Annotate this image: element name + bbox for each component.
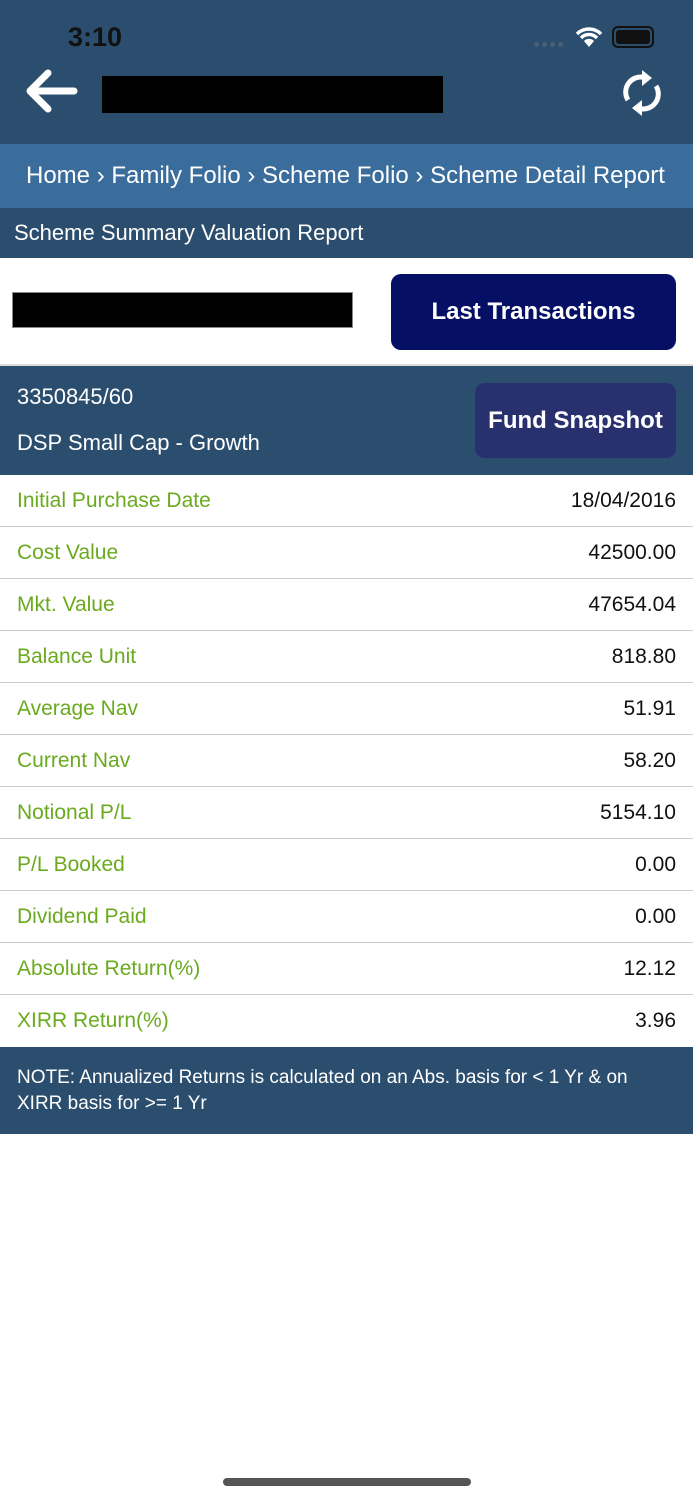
row-value: 0.00: [635, 904, 676, 928]
table-row: XIRR Return(%) 3.96: [0, 995, 693, 1047]
row-value: 12.12: [623, 956, 676, 980]
table-row: Absolute Return(%) 12.12: [0, 943, 693, 995]
signal-icon: [534, 42, 563, 47]
table-row: Current Nav 58.20: [0, 735, 693, 787]
table-row: Cost Value 42500.00: [0, 527, 693, 579]
row-label: Cost Value: [17, 540, 119, 564]
row-label: P/L Booked: [17, 852, 125, 876]
refresh-icon[interactable]: [620, 66, 664, 120]
redacted-title: [102, 76, 443, 113]
table-row: Notional P/L 5154.10: [0, 787, 693, 839]
row-value: 818.80: [611, 644, 676, 668]
row-label: Mkt. Value: [17, 592, 115, 616]
row-label: Initial Purchase Date: [17, 488, 211, 512]
row-value: 51.91: [623, 696, 676, 720]
fund-snapshot-button[interactable]: Fund Snapshot: [475, 383, 676, 458]
valuation-table: Initial Purchase Date 18/04/2016 Cost Val…: [0, 475, 693, 1047]
row-label: Dividend Paid: [17, 904, 147, 928]
battery-icon: [612, 26, 654, 48]
row-value: 0.00: [635, 852, 676, 876]
table-row: Balance Unit 818.80: [0, 631, 693, 683]
fund-header: 3350845/60 DSP Small Cap - Growth Fund S…: [0, 366, 693, 475]
back-arrow-icon[interactable]: [24, 68, 78, 114]
redacted-investor-name: [12, 292, 353, 328]
fund-name: DSP Small Cap - Growth: [17, 430, 260, 455]
status-time: 3:10: [68, 22, 123, 52]
table-row: Dividend Paid 0.00: [0, 891, 693, 943]
row-value: 5154.10: [600, 800, 676, 824]
row-value: 47654.04: [588, 592, 676, 616]
home-indicator[interactable]: [223, 1478, 471, 1486]
last-transactions-button[interactable]: Last Transactions: [391, 274, 676, 350]
row-value: 3.96: [635, 1009, 676, 1032]
wifi-icon: [575, 27, 603, 47]
row-label: XIRR Return(%): [17, 1009, 169, 1032]
table-row: Mkt. Value 47654.04: [0, 579, 693, 631]
folio-number: 3350845/60: [17, 384, 134, 409]
row-label: Balance Unit: [17, 644, 137, 668]
row-value: 18/04/2016: [570, 488, 676, 512]
table-row: P/L Booked 0.00: [0, 839, 693, 891]
table-row: Average Nav 51.91: [0, 683, 693, 735]
table-row: Initial Purchase Date 18/04/2016: [0, 475, 693, 527]
row-value: 58.20: [623, 748, 676, 772]
row-label: Notional P/L: [17, 800, 132, 824]
investor-bar: Last Transactions: [0, 258, 693, 366]
row-value: 42500.00: [588, 540, 676, 564]
row-label: Current Nav: [17, 748, 131, 772]
row-label: Average Nav: [17, 696, 139, 720]
returns-note: NOTE: Annualized Returns is calculated o…: [0, 1047, 693, 1134]
app-header: 3:10: [0, 0, 693, 144]
breadcrumb[interactable]: Home › Family Folio › Scheme Folio › Sch…: [0, 144, 693, 208]
page-title: Scheme Summary Valuation Report: [0, 208, 693, 258]
row-label: Absolute Return(%): [17, 956, 201, 980]
